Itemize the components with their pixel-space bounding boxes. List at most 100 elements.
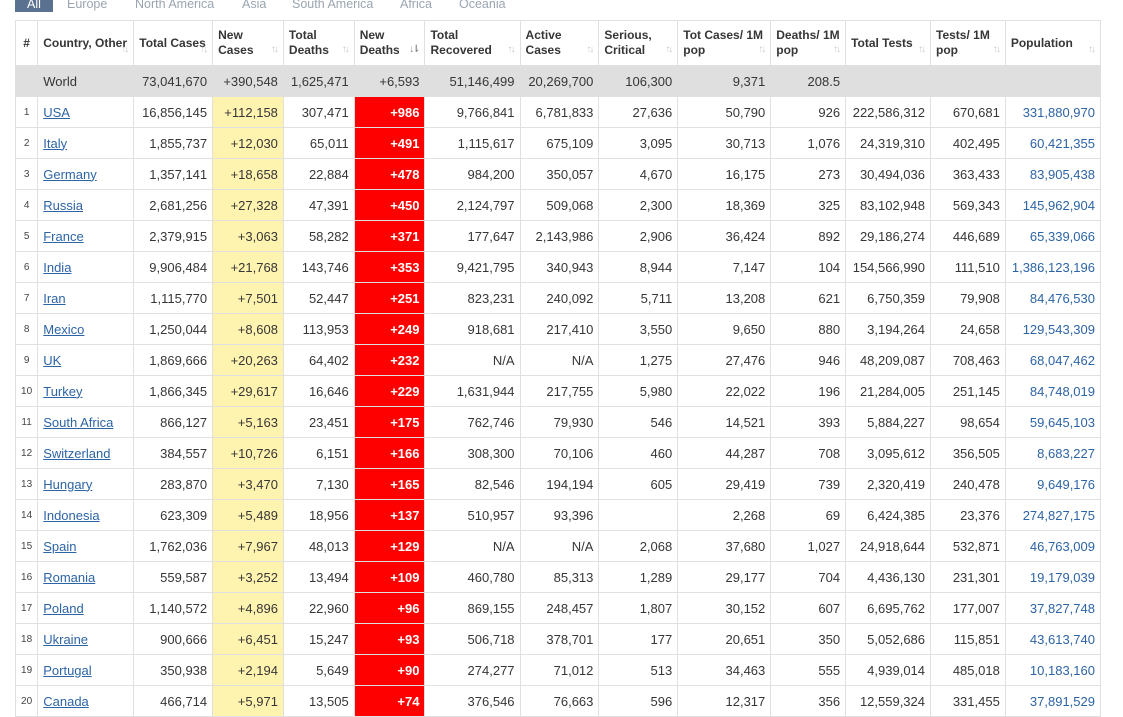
sort-arrows-icon[interactable]: ↑↓	[270, 44, 279, 55]
column-header-new-cases[interactable]: New Cases ↑↓	[212, 20, 284, 66]
cell-tests-per-1m: 79,908	[930, 282, 1006, 314]
country-link[interactable]: Italy	[43, 135, 68, 151]
tab-asia[interactable]: Asia	[242, 0, 267, 11]
population-link[interactable]: 19,179,039	[1029, 569, 1095, 585]
population-link[interactable]: 83,905,438	[1029, 166, 1095, 182]
sort-arrows-icon[interactable]: ↑↓	[665, 44, 673, 55]
column-header-tests-per-1m[interactable]: Tests/ 1M pop ↑↓	[930, 20, 1006, 66]
population-link[interactable]: 274,827,175	[1022, 507, 1095, 523]
cell-total-cases: 900,666	[133, 623, 214, 655]
column-header-rank[interactable]: #	[14, 20, 39, 66]
population-link[interactable]: 60,421,355	[1029, 135, 1095, 151]
population-link[interactable]: 68,047,462	[1029, 352, 1095, 368]
country-link[interactable]: Indonesia	[43, 507, 100, 523]
cell-population: 145,962,904	[1004, 189, 1102, 221]
cell-tests-per-1m: 356,505	[930, 437, 1006, 469]
column-header-new-deaths[interactable]: New Deaths ↓⇂	[353, 20, 426, 66]
country-link[interactable]: Mexico	[43, 321, 85, 337]
sort-arrows-icon[interactable]: ↑↓	[586, 44, 594, 55]
country-link[interactable]: Iran	[43, 290, 66, 306]
cell-total-tests: 24,918,644	[845, 530, 932, 562]
country-link[interactable]: Germany	[43, 166, 97, 182]
population-link[interactable]: 84,476,530	[1029, 290, 1095, 306]
sort-active-icon[interactable]: ↓⇂	[409, 44, 420, 55]
country-link[interactable]: South Africa	[43, 414, 114, 430]
cell-tot-cases-per-1m: 14,521	[677, 406, 772, 438]
country-link[interactable]: Spain	[43, 538, 77, 554]
table-row: 6 India 9,906,484 +21,768 143,746 +353 9,421,7…	[14, 251, 1102, 283]
cell-country: UK	[37, 344, 135, 376]
population-link[interactable]: 46,763,009	[1029, 538, 1095, 554]
cell-total-recovered: 823,231	[424, 282, 521, 314]
population-link[interactable]: 9,649,176	[1037, 476, 1095, 492]
column-header-deaths-per-1m[interactable]: Deaths/ 1M pop ↑↓	[770, 20, 847, 66]
cell-active-cases: 240,092	[519, 282, 600, 314]
sort-arrows-icon[interactable]: ↑↓	[507, 44, 516, 55]
cell-tot-cases-per-1m: 29,177	[677, 561, 772, 593]
cell-new-cases: +3,470	[212, 468, 284, 500]
country-link[interactable]: India	[43, 259, 72, 275]
country-link[interactable]: Canada	[43, 693, 89, 709]
population-link[interactable]: 129,543,309	[1022, 321, 1095, 337]
sort-arrows-icon[interactable]: ↑↓	[121, 44, 129, 55]
tab-all[interactable]: All	[15, 0, 53, 12]
country-link[interactable]: France	[43, 228, 84, 244]
country-link[interactable]: Portugal	[43, 662, 92, 678]
population-link[interactable]: 59,645,103	[1029, 414, 1095, 430]
column-header-total-cases[interactable]: Total Cases ↑↓	[133, 20, 214, 66]
sort-arrows-icon[interactable]: ↑↓	[341, 44, 350, 55]
population-link[interactable]: 37,827,748	[1029, 600, 1095, 616]
population-link[interactable]: 43,613,740	[1029, 631, 1095, 647]
tab-europe[interactable]: Europe	[67, 0, 108, 11]
column-header-total-tests[interactable]: Total Tests ↑↓	[845, 20, 932, 66]
column-header-country[interactable]: Country, Other ↑↓	[37, 20, 135, 66]
sort-arrows-icon[interactable]: ↑↓	[992, 44, 1001, 55]
sort-arrows-icon[interactable]: ↑↓	[1088, 44, 1096, 55]
column-header-total-deaths[interactable]: Total Deaths ↑↓	[282, 20, 355, 66]
country-link[interactable]: Hungary	[43, 476, 93, 492]
country-link[interactable]: Russia	[43, 197, 83, 213]
cell-total-recovered: 869,155	[424, 592, 521, 624]
column-header-tot-cases-per-1m[interactable]: Tot Cases/ 1M pop ↑↓	[677, 20, 772, 66]
population-link[interactable]: 65,339,066	[1029, 228, 1095, 244]
cell-total-recovered: 460,780	[424, 561, 521, 593]
population-link[interactable]: 145,962,904	[1022, 197, 1095, 213]
cell-total-cases: 559,587	[133, 561, 214, 593]
population-link[interactable]: 37,891,529	[1029, 693, 1095, 709]
tab-africa[interactable]: Africa	[400, 0, 432, 11]
column-header-label: Tot Cases/ 1M pop	[683, 28, 764, 57]
column-header-total-recovered[interactable]: Total Recovered ↑↓	[424, 20, 521, 66]
column-header-serious-critical[interactable]: Serious, Critical ↑↓	[598, 20, 679, 66]
population-link[interactable]: 331,880,970	[1022, 104, 1095, 120]
country-link[interactable]: Ukraine	[43, 631, 89, 647]
cell-new-deaths: +90	[353, 654, 426, 686]
country-link[interactable]: Switzerland	[43, 445, 111, 461]
country-link[interactable]: Turkey	[43, 383, 83, 399]
cell-rank	[14, 65, 39, 97]
population-link[interactable]: 10,183,160	[1029, 662, 1095, 678]
country-link[interactable]: UK	[43, 352, 62, 368]
population-link[interactable]: 1,386,123,196	[1011, 259, 1095, 275]
cell-rank: 17	[14, 592, 39, 624]
population-link[interactable]: 8,683,227	[1037, 445, 1095, 461]
cell-total-cases: 2,379,915	[133, 220, 214, 252]
cell-deaths-per-1m: 704	[770, 561, 847, 593]
tab-oceania[interactable]: Oceania	[459, 0, 506, 11]
tab-south-america[interactable]: South America	[292, 0, 374, 11]
tab-north-america[interactable]: North America	[135, 0, 215, 11]
cell-country: Poland	[37, 592, 135, 624]
column-header-active-cases[interactable]: Active Cases ↑↓	[519, 20, 600, 66]
sort-arrows-icon[interactable]: ↑↓	[200, 44, 208, 55]
population-link[interactable]: 84,748,019	[1029, 383, 1095, 399]
country-link[interactable]: USA	[43, 104, 70, 120]
cell-tot-cases-per-1m: 22,022	[677, 375, 772, 407]
country-link[interactable]: Poland	[43, 600, 84, 616]
sort-arrows-icon[interactable]: ↑↓	[833, 44, 841, 55]
cell-total-cases: 623,309	[133, 499, 214, 531]
country-link[interactable]: Romania	[43, 569, 96, 585]
cell-country: India	[37, 251, 135, 283]
sort-arrows-icon[interactable]: ↑↓	[758, 44, 766, 55]
cell-new-deaths: +229	[353, 375, 426, 407]
sort-arrows-icon[interactable]: ↑↓	[918, 44, 926, 55]
column-header-population[interactable]: Population ↑↓	[1004, 20, 1102, 66]
